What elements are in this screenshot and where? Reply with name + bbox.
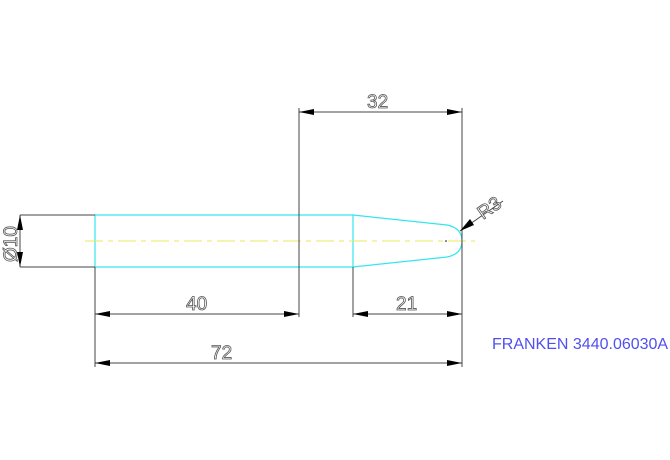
shank-length-dimension: 40 bbox=[95, 294, 299, 317]
radius-label: R3 bbox=[474, 193, 506, 224]
shank-length-label: 40 bbox=[186, 294, 207, 315]
total-length-label: 72 bbox=[211, 343, 232, 364]
tip-length-dimension: 21 bbox=[353, 294, 462, 317]
tip-length-label: 21 bbox=[396, 294, 417, 315]
taper-length-label: 32 bbox=[367, 92, 388, 113]
radius-dimension: R3 bbox=[459, 193, 506, 232]
total-length-dimension: 72 bbox=[95, 343, 462, 366]
diameter-label: Ø10 bbox=[1, 226, 22, 262]
part-number-note: FRANKEN 3440.06030A bbox=[492, 336, 668, 353]
taper-length-dimension: 32 bbox=[299, 92, 462, 115]
diameter-dimension: Ø10 bbox=[1, 215, 23, 267]
extension-lines bbox=[20, 108, 463, 367]
